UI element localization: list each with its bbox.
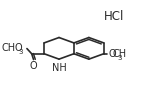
Text: HCl: HCl [104, 10, 125, 23]
Text: 3: 3 [117, 55, 122, 61]
Text: O: O [108, 49, 116, 59]
Text: NH: NH [52, 63, 67, 73]
Text: O: O [15, 43, 23, 53]
Text: CH: CH [2, 43, 16, 53]
Text: 3: 3 [19, 49, 23, 55]
Text: O: O [29, 61, 37, 71]
Text: CH: CH [112, 49, 126, 59]
